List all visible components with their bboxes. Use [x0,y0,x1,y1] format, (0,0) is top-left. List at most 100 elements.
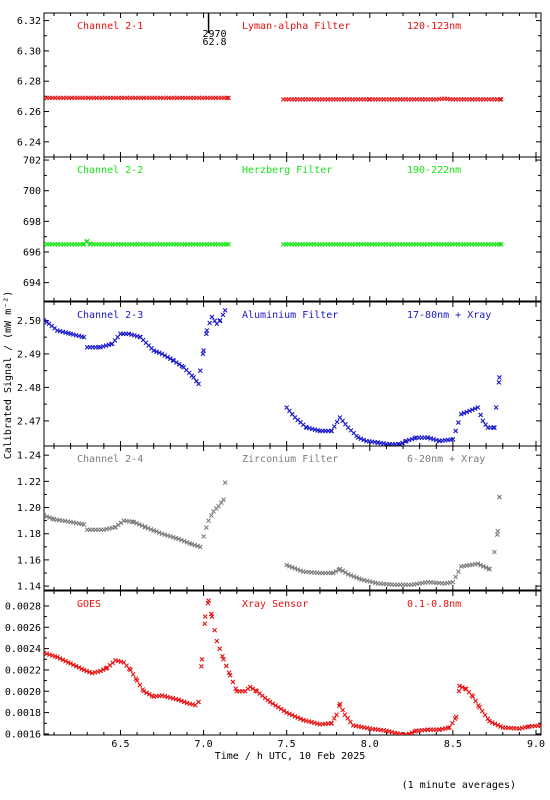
data-point [73,663,79,669]
data-point [278,706,284,712]
data-point [329,720,334,726]
data-point [447,725,452,730]
data-point [201,533,206,539]
event-marker-label: 2970 [203,29,227,40]
data-point [337,701,343,707]
y-axis-title: Calibrated Signal / (mW m⁻²) [3,291,14,460]
panel-frame [43,12,542,158]
panel-label-band: 17-80nm + Xray [407,310,491,321]
data-point [176,536,182,542]
panel-frame [43,590,542,736]
data-point [224,95,230,101]
data-point [81,522,87,527]
panel-label-channel: Channel 2-2 [77,165,143,176]
data-point [472,406,478,411]
y-tick-label: 0.0020 [5,687,41,698]
data-point [80,241,86,247]
data-point [487,566,492,572]
y-tick-label: 6.28 [17,77,41,88]
data-point [208,513,214,518]
data-point [477,704,482,710]
data-point [145,525,151,531]
data-point [329,428,334,434]
data-point [81,667,87,673]
data-point [217,646,223,652]
data-point [128,667,133,673]
data-point [403,732,409,735]
data-point [400,440,405,446]
data-point [340,568,346,574]
data-point [492,549,497,555]
y-tick-label: 1.24 [17,451,41,462]
data-point [473,698,479,704]
data-point [480,563,486,569]
panel-label-channel: Channel 2-4 [77,454,143,465]
data-point [227,672,233,678]
data-point [171,358,177,363]
data-point [209,314,215,320]
data-point [270,701,276,707]
data-point [450,579,456,585]
data-point [44,514,50,519]
x-tick-label: 7.5 [278,739,296,750]
data-point [130,671,136,677]
data-point [44,651,50,657]
data-point [217,318,223,323]
data-point [220,653,225,659]
data-point [223,663,229,669]
data-point [156,350,162,356]
data-point [87,669,92,675]
data-point [281,708,287,714]
data-point [489,720,495,725]
panel-label-filter: Zirconium Filter [242,454,338,465]
data-point [57,656,63,661]
data-point [480,418,486,424]
y-tick-label: 0.0024 [5,644,41,655]
data-point [230,679,236,685]
panel-2: 694 696 698 700 702 Channel 2-2 Herzberg Filte… [23,156,542,302]
data-point [495,528,501,534]
data-point [298,568,303,573]
panel-4: 1.14 1.16 1.18 1.20 1.22 1.24 Channel 2-4 Zirco… [17,445,542,593]
y-tick-label: 2.50 [17,316,41,327]
data-point [345,571,351,577]
data-point [222,480,228,486]
data-point [197,544,203,550]
data-point [44,512,47,518]
data-point [181,538,187,544]
data-point [475,561,481,567]
data-point [81,334,87,340]
data-point [148,526,154,532]
data-point [137,682,143,688]
data-point [284,562,290,568]
data-point [487,718,492,724]
y-tick-label: 0.0028 [5,601,41,612]
data-point [203,525,209,530]
data-point [331,424,337,429]
y-tick-label: 6.32 [17,16,41,27]
data-point [146,691,152,697]
y-tick-label: 696 [23,247,41,258]
panel-label-band: 0.1-0.8nm [407,599,461,610]
data-point [139,523,145,529]
panel-5: 0.0016 0.0018 0.0020 0.0022 0.0024 0.0026 0.00… [5,590,542,740]
data-point [216,503,221,509]
y-tick-label: 0.0026 [5,623,41,634]
data-point [84,668,90,674]
data-point [343,570,348,575]
y-tick-label: 702 [23,156,41,167]
data-series [44,598,541,735]
y-tick-label: 0.0022 [5,665,41,676]
data-point [184,539,190,545]
y-tick-label: 1.16 [17,555,41,566]
data-point [221,656,226,662]
data-point [176,697,182,703]
data-point [490,425,496,430]
x-axis-title: Time / h UTC, 10 Feb 2025 [215,751,366,762]
data-point [340,707,346,713]
data-point [273,703,278,708]
data-point [63,658,68,664]
data-point [409,730,415,735]
data-point [44,650,47,656]
data-point [154,349,159,355]
